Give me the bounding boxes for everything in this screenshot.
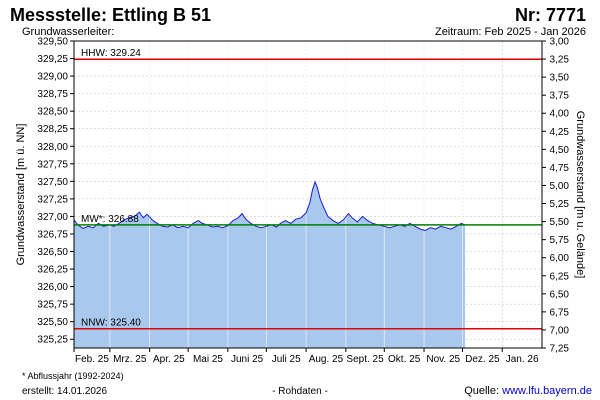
x-tick-label: Aug. 25 <box>309 354 344 365</box>
x-tick-label: Juni 25 <box>231 354 264 365</box>
x-tick-label: Mai 25 <box>193 354 223 365</box>
y-axis-label-left: Grundwasserstand [m ü. NN] <box>15 124 27 266</box>
station-number: Nr: 7771 <box>514 5 586 25</box>
y-tick-label-right: 6,00 <box>550 253 570 264</box>
reference-line-label: HHW: 329.24 <box>81 48 141 59</box>
y-tick-label-right: 5,25 <box>550 199 570 210</box>
y-tick-label-left: 329,25 <box>37 54 68 65</box>
y-tick-label-left: 328,25 <box>37 124 68 135</box>
y-tick-label-right: 4,75 <box>550 163 570 174</box>
y-tick-label-left: 328,75 <box>37 89 68 100</box>
footnote: * Abflussjahr (1992-2024) <box>22 371 124 381</box>
y-tick-label-left: 326,75 <box>37 229 68 240</box>
y-tick-label-left: 327,00 <box>37 212 68 223</box>
source-link[interactable]: www.lfu.bayern.de <box>502 385 592 397</box>
aquifer-label: Grundwasserleiter: <box>22 26 115 38</box>
y-tick-label-right: 4,25 <box>550 127 570 138</box>
reference-line-label: NNW: 325.40 <box>81 318 141 329</box>
x-tick-label: Sept. 25 <box>346 354 384 365</box>
x-tick-label: Juli 25 <box>272 354 301 365</box>
y-tick-label-right: 5,75 <box>550 235 570 246</box>
x-tick-label: Dez. 25 <box>465 354 500 365</box>
y-tick-label-left: 326,25 <box>37 265 68 276</box>
x-tick-label: Apr. 25 <box>153 354 185 365</box>
y-tick-label-right: 3,25 <box>550 55 570 66</box>
created-date: erstellt: 14.01.2026 <box>22 386 108 397</box>
y-tick-label-right: 5,00 <box>550 181 570 192</box>
y-tick-label-right: 3,00 <box>550 37 570 48</box>
y-tick-label-left: 326,00 <box>37 282 68 293</box>
y-tick-label-right: 5,50 <box>550 217 570 228</box>
y-tick-label-left: 326,50 <box>37 247 68 258</box>
y-tick-label-right: 3,75 <box>550 91 570 102</box>
x-tick-label: Mrz. 25 <box>113 354 147 365</box>
x-tick-label: Jan. 26 <box>506 354 539 365</box>
y-tick-label-right: 7,00 <box>550 325 570 336</box>
y-tick-label-left: 328,00 <box>37 142 68 153</box>
x-tick-label: Feb. 25 <box>75 354 109 365</box>
y-tick-label-right: 6,75 <box>550 307 570 318</box>
y-tick-label-right: 6,25 <box>550 271 570 282</box>
source: Quelle: www.lfu.bayern.de <box>464 385 592 397</box>
y-tick-label-left: 327,50 <box>37 177 68 188</box>
y-tick-label-right: 4,50 <box>550 145 570 156</box>
raw-data-note: - Rohdaten - <box>272 386 328 397</box>
plot-frame <box>73 40 543 349</box>
y-tick-label-left: 329,50 <box>37 37 68 48</box>
source-label: Quelle: <box>464 385 503 397</box>
y-axis-label-right: Grundwasserstand [m u. Gelände] <box>574 111 586 279</box>
x-tick-label: Nov. 25 <box>426 354 460 365</box>
y-tick-label-right: 6,50 <box>550 289 570 300</box>
series-area <box>74 182 466 348</box>
y-tick-label-left: 325,25 <box>37 335 68 346</box>
y-tick-label-left: 325,75 <box>37 300 68 311</box>
x-tick-label: Okt. 25 <box>388 354 421 365</box>
y-tick-label-left: 327,25 <box>37 194 68 205</box>
y-tick-label-right: 3,50 <box>550 73 570 84</box>
y-tick-label-right: 4,00 <box>550 109 570 120</box>
y-tick-label-left: 325,50 <box>37 317 68 328</box>
page-title: Messstelle: Ettling B 51 <box>10 5 212 25</box>
y-tick-label-right: 7,25 <box>550 344 570 355</box>
y-tick-label-left: 327,75 <box>37 159 68 170</box>
reference-line-label: MW*: 326.88 <box>81 214 139 225</box>
y-tick-label-left: 328,50 <box>37 107 68 118</box>
y-tick-label-left: 329,00 <box>37 72 68 83</box>
period-label: Zeitraum: Feb 2025 - Jan 2026 <box>434 26 586 38</box>
